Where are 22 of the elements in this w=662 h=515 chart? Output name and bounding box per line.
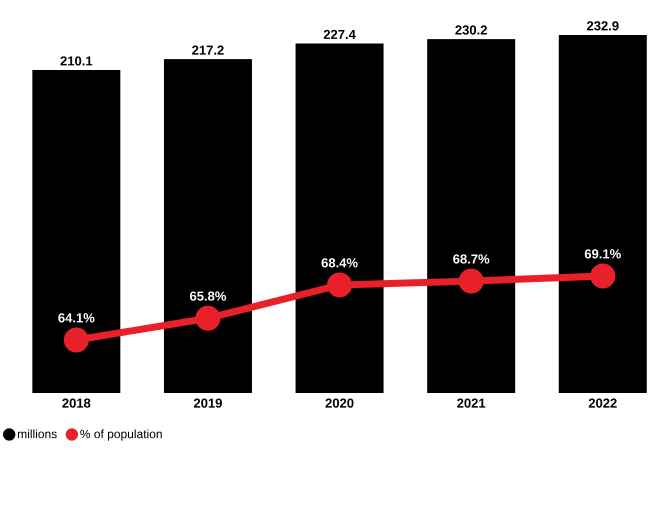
x-tick-label: 2022	[588, 398, 617, 408]
data-label: 68.4%	[322, 258, 358, 268]
data-label: 68.7%	[453, 254, 490, 264]
x-tick-label: 2021	[457, 398, 486, 408]
point	[64, 327, 89, 352]
point	[458, 268, 484, 294]
x-tick-label: 2019	[194, 398, 222, 408]
data-label: 230.2	[455, 25, 487, 35]
x-tick-label: 2018	[62, 398, 90, 408]
data-label: 227.4	[324, 30, 356, 39]
point	[195, 306, 220, 331]
point	[327, 272, 352, 298]
data-label: 232.9	[586, 21, 619, 30]
legend-label: % of population	[80, 429, 162, 441]
point	[590, 263, 616, 288]
x-tick-label: 2020	[326, 398, 354, 408]
data-label: 69.1%	[584, 249, 621, 258]
data-label: 210.1	[60, 56, 92, 66]
data-label: 65.8%	[190, 292, 226, 301]
data-label: 217.2	[192, 46, 224, 55]
legend-label: millions	[18, 429, 57, 438]
data-label: 64.1%	[58, 313, 94, 322]
